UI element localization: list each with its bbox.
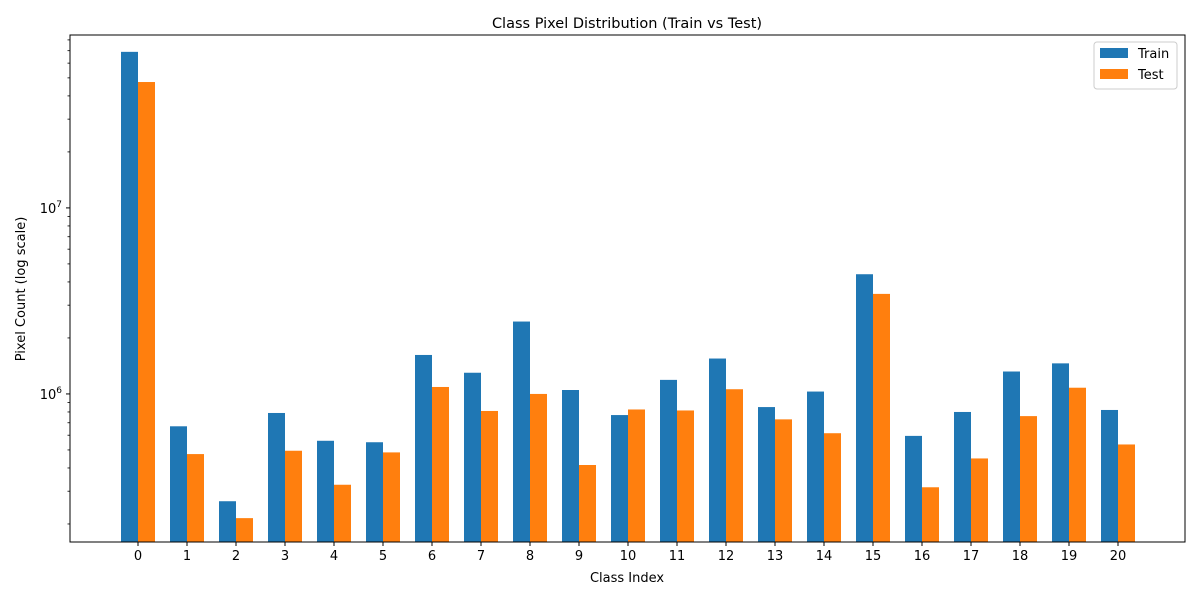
bar-test-class-1 [187,454,204,542]
x-tick-label: 0 [134,549,142,564]
legend-label-test: Test [1137,68,1164,83]
bar-train-class-11 [660,379,677,542]
bar-test-class-5 [383,452,400,542]
y-tick-label: 107 [40,200,62,217]
bar-train-class-8 [513,321,530,542]
bar-test-class-3 [285,450,302,542]
bar-train-class-14 [807,391,824,542]
x-tick-label: 17 [963,549,980,564]
x-tick-label: 11 [669,549,686,564]
legend: Train Test [1093,41,1178,90]
x-tick-label: 8 [526,549,534,564]
bar-test-class-19 [1069,387,1086,542]
bar-test-class-8 [530,393,547,542]
bar-train-class-13 [758,407,775,542]
bar-train-class-10 [611,415,628,542]
x-tick-label: 5 [379,549,387,564]
bar-test-class-7 [481,410,498,542]
bar-train-class-17 [954,411,971,542]
bar-test-class-2 [236,518,253,542]
bar-train-class-2 [219,501,236,542]
bar-test-class-12 [726,389,743,542]
bar-train-class-0 [121,51,138,542]
bar-train-class-18 [1003,371,1020,542]
bar-train-class-16 [905,435,922,542]
bar-test-class-4 [334,484,351,542]
bar-train-class-1 [170,426,187,542]
x-tick-label: 9 [575,549,583,564]
x-tick-label: 7 [477,549,485,564]
legend-label-train: Train [1137,47,1169,62]
y-tick-label: 106 [40,386,63,403]
bar-train-class-6 [415,354,432,542]
bar-test-class-13 [775,419,792,542]
bar-test-class-20 [1118,444,1135,542]
bar-test-class-10 [628,409,645,542]
x-tick-label: 12 [718,549,735,564]
plot-area [121,51,1135,543]
bar-test-class-0 [138,82,155,543]
bar-test-class-11 [677,410,694,542]
bar-test-class-14 [824,433,841,542]
x-tick-label: 19 [1061,549,1078,564]
x-tick-label: 4 [330,549,338,564]
bar-train-class-5 [366,442,383,542]
bar-test-class-16 [922,487,939,542]
bar-train-class-15 [856,274,873,542]
y-axis-ticks: 106 107 [40,39,70,525]
legend-swatch-train [1100,48,1128,58]
chart-title: Class Pixel Distribution (Train vs Test) [492,16,762,32]
x-tick-label: 13 [767,549,784,564]
bar-test-class-9 [579,465,596,542]
x-tick-label: 14 [816,549,833,564]
bar-test-class-6 [432,386,449,542]
x-tick-label: 1 [183,549,191,564]
bar-test-class-15 [873,293,890,542]
bar-train-class-12 [709,358,726,542]
x-tick-label: 16 [914,549,931,564]
bar-train-class-7 [464,372,481,542]
x-axis-ticks: 0 1 2 3 4 5 6 7 8 9 10 11 12 13 14 15 16 17 18 19 20 [134,542,1126,564]
x-tick-label: 18 [1012,549,1029,564]
bar-train-class-4 [317,440,334,542]
bar-train-class-9 [562,390,579,542]
bar-test-class-17 [971,458,988,542]
bar-train-class-19 [1052,363,1069,542]
x-tick-label: 15 [865,549,882,564]
y-axis-label: Pixel Count (log scale) [14,217,29,362]
x-tick-label: 6 [428,549,436,564]
bar-test-class-18 [1020,416,1037,542]
x-axis-label: Class Index [590,571,664,586]
x-tick-label: 2 [232,549,240,564]
x-tick-label: 3 [281,549,289,564]
bar-train-class-3 [268,412,285,542]
x-tick-label: 20 [1110,549,1127,564]
bar-train-class-20 [1101,409,1118,542]
legend-swatch-test [1100,69,1128,79]
x-tick-label: 10 [620,549,637,564]
